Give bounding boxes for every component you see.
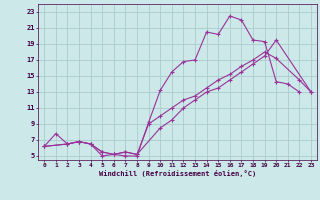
X-axis label: Windchill (Refroidissement éolien,°C): Windchill (Refroidissement éolien,°C) [99,170,256,177]
